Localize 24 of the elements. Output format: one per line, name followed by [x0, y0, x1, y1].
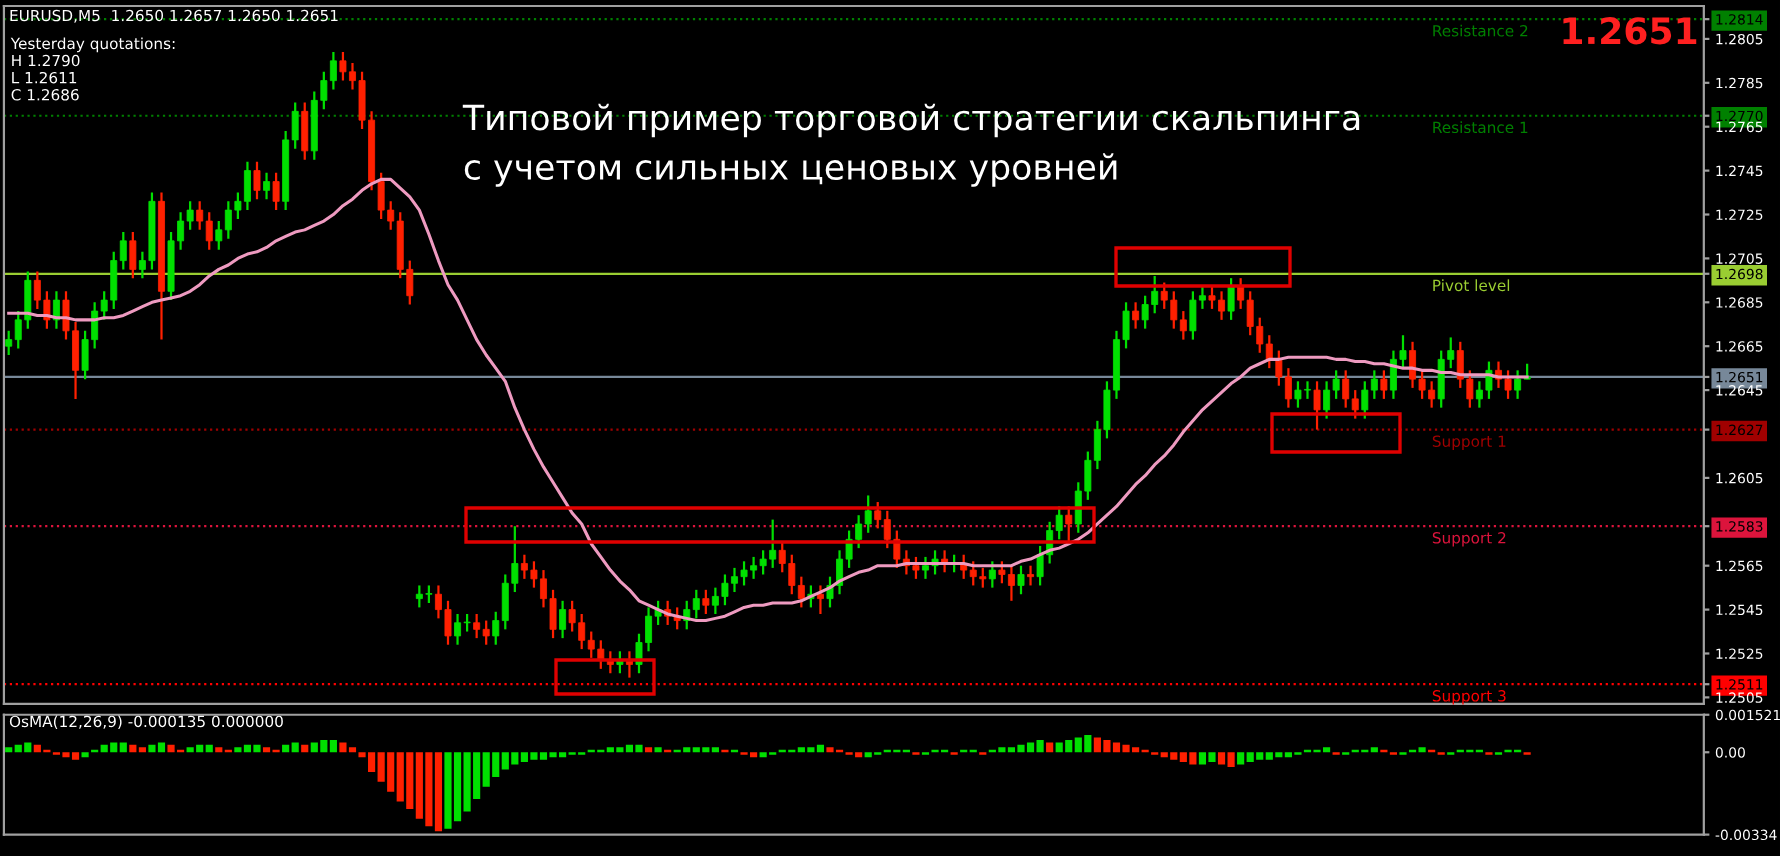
candlestick	[816, 584, 824, 616]
annotation: Типовой пример торговой стратегии скальпинга с учетом сильных ценовых уровней	[462, 103, 1360, 187]
candlestick	[263, 171, 271, 201]
candlestick	[1227, 277, 1235, 321]
candlestick	[52, 290, 60, 330]
candlestick	[1132, 301, 1140, 330]
candlestick	[1313, 380, 1321, 431]
candlestick	[702, 588, 710, 616]
candlestick	[1036, 544, 1044, 587]
annotation: 1.2651	[1563, 17, 1697, 45]
candlestick	[559, 599, 567, 640]
candlestick	[1380, 369, 1388, 400]
candlestick	[1027, 564, 1035, 587]
candlestick	[129, 230, 137, 280]
candlestick	[988, 560, 996, 589]
bar	[1046, 742, 1054, 753]
candlestick	[272, 171, 280, 212]
bar	[301, 744, 309, 753]
candlestick	[253, 160, 261, 201]
bar	[654, 747, 662, 753]
bar	[644, 747, 653, 753]
candlestick	[301, 101, 309, 161]
bar	[81, 752, 89, 758]
candlestick	[1017, 564, 1025, 596]
